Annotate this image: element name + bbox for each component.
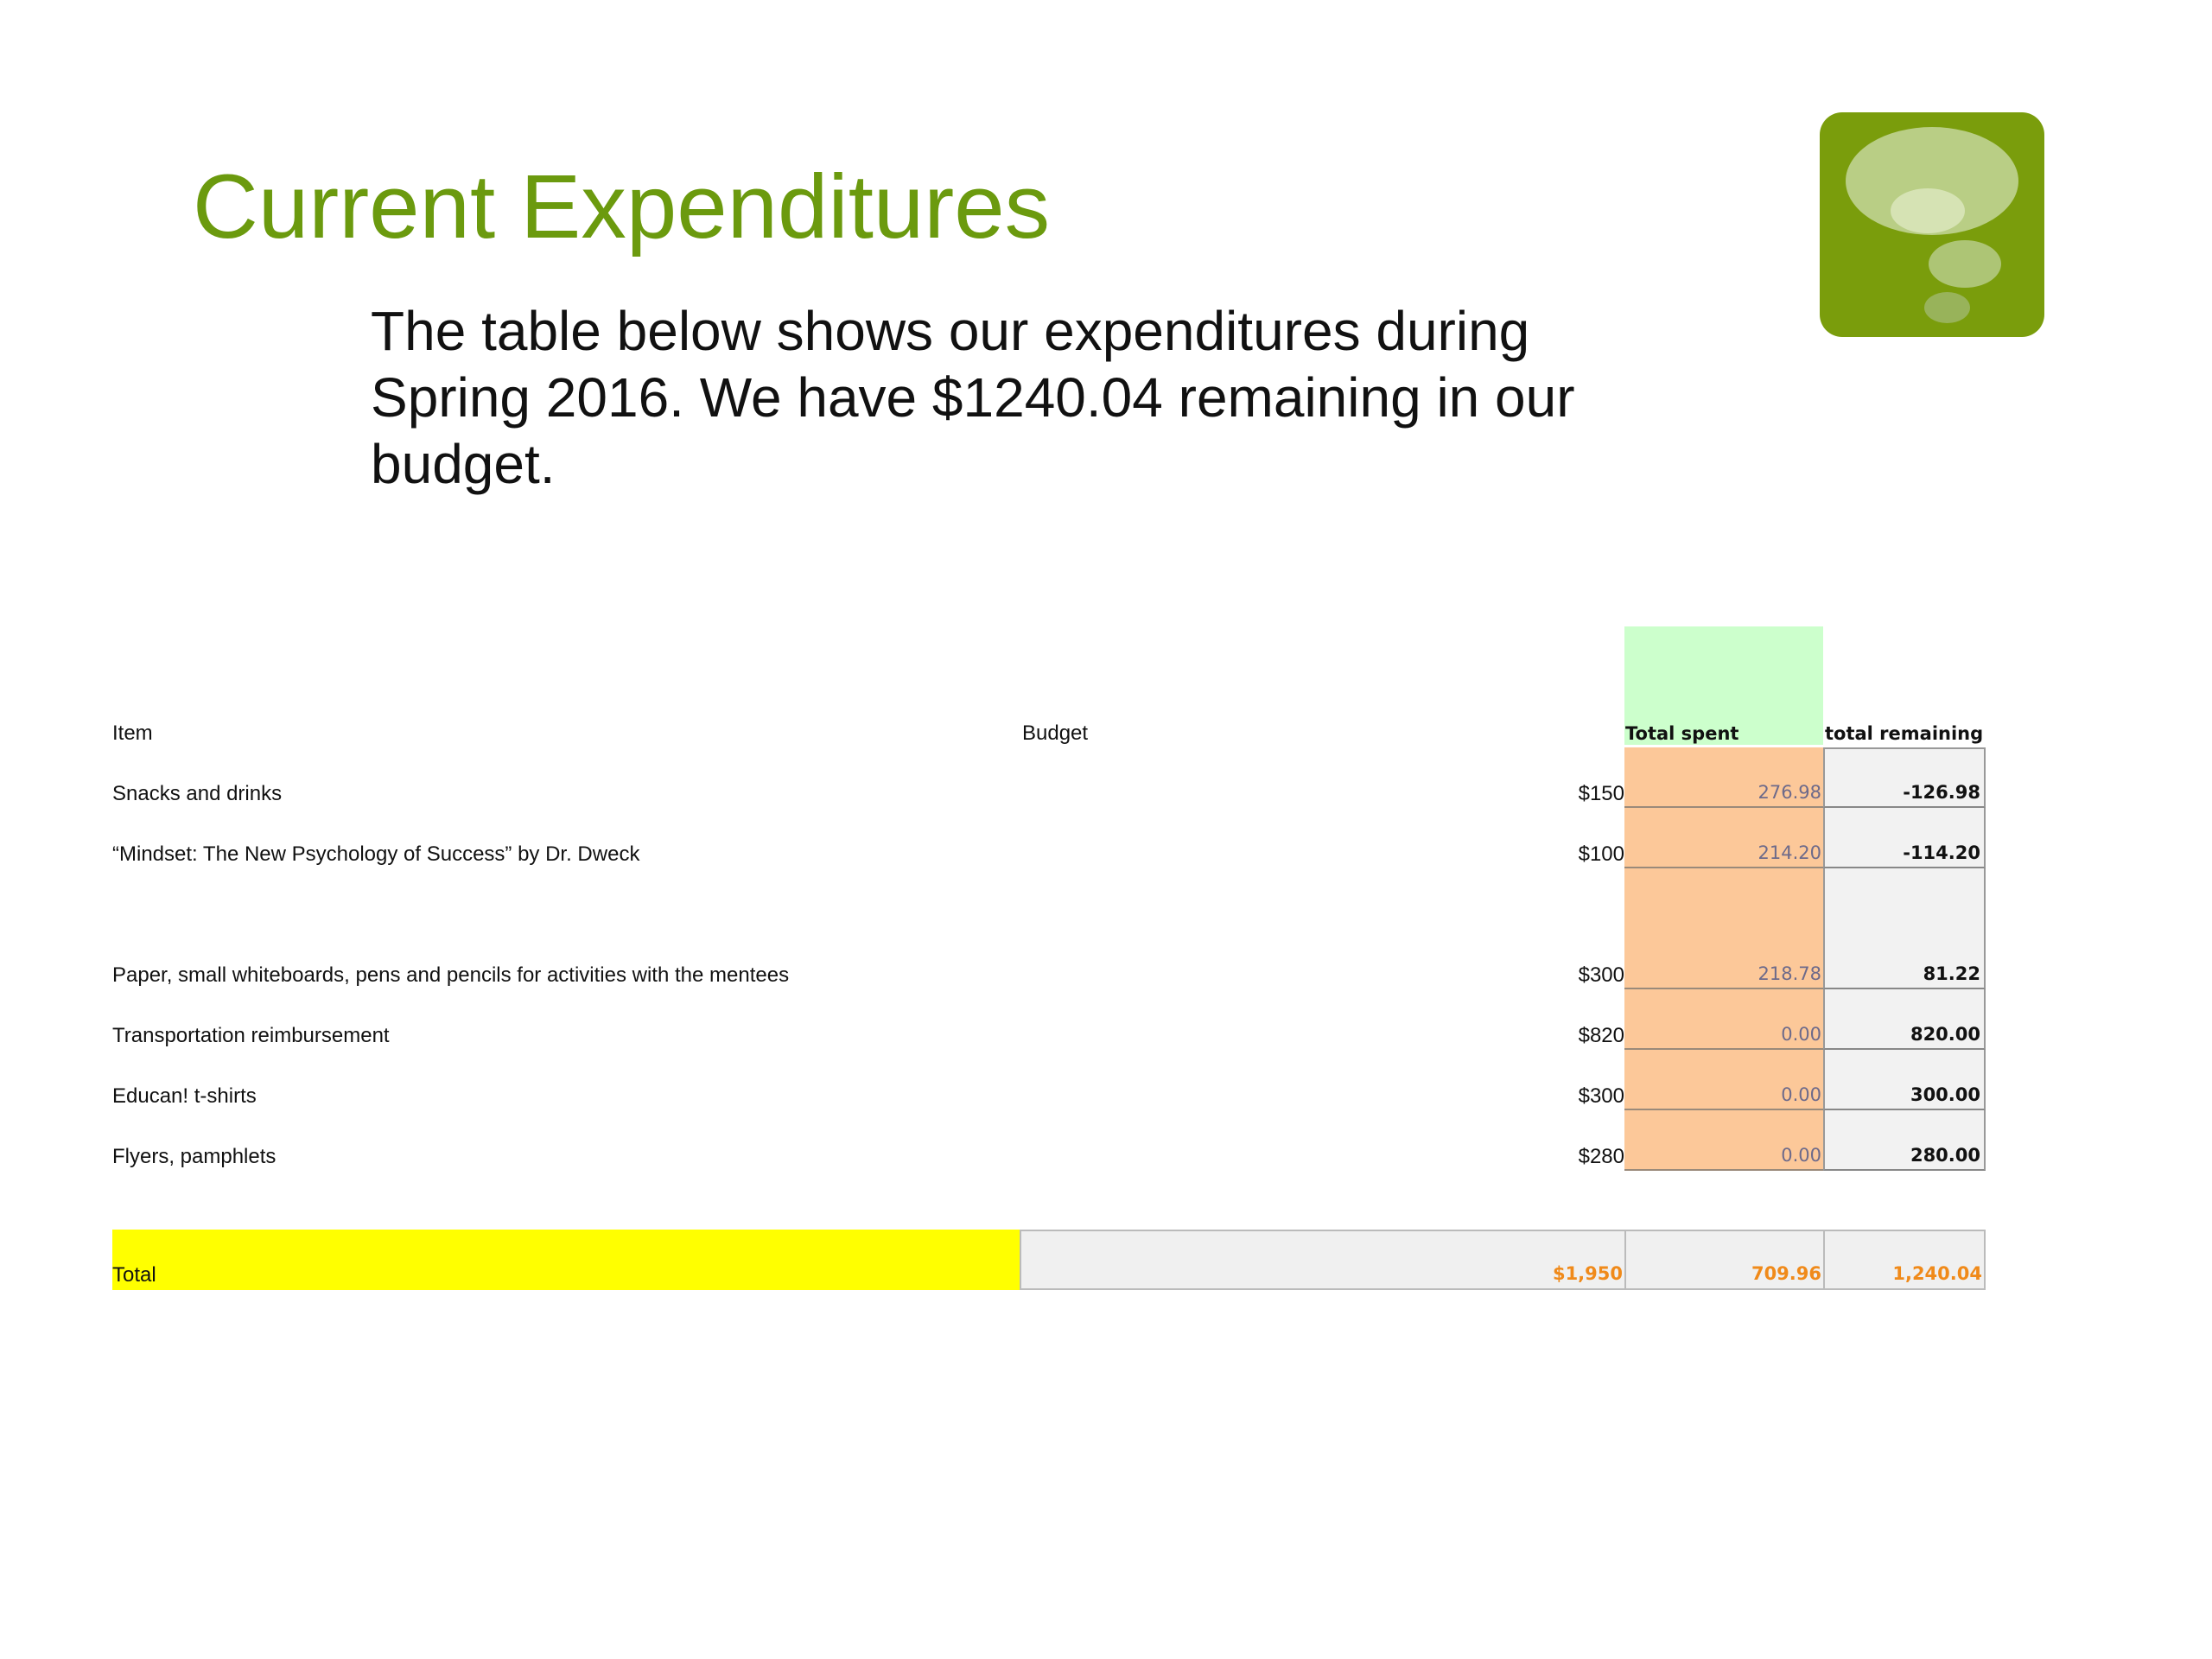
table-row-spent-cell: 214.20 [1624, 808, 1823, 868]
total-spent-header-highlight [1624, 626, 1823, 745]
table-row-spent-cell: 0.00 [1624, 1110, 1823, 1171]
table-row-spent: 0.00 [1781, 1024, 1821, 1045]
table-row-remaining-cell: 300.00 [1823, 1050, 1986, 1110]
table-row-item: “Mindset: The New Psychology of Success”… [112, 842, 640, 866]
table-row-spent-cell: 218.78 [1624, 868, 1823, 989]
table-row-item: Flyers, pamphlets [112, 1145, 276, 1168]
table-row-remaining: 81.22 [1923, 963, 1980, 984]
table-row-item: Transportation reimbursement [112, 1024, 390, 1047]
slide-subtitle: The table below shows our expenditures d… [371, 300, 1575, 495]
table-row-budget: $280 [1578, 1145, 1624, 1168]
table-row-remaining: 820.00 [1910, 1024, 1980, 1045]
table-row-spent: 218.78 [1758, 963, 1821, 984]
table-row-budget: $300 [1578, 963, 1624, 987]
total-budget: $1,950 [1552, 1263, 1623, 1284]
table-row-budget: $820 [1578, 1024, 1624, 1047]
table-row-remaining: 280.00 [1910, 1145, 1980, 1166]
table-row-spent-cell: 276.98 [1624, 747, 1823, 808]
table-row-remaining: -114.20 [1903, 842, 1980, 863]
table-row-budget: $150 [1578, 782, 1624, 805]
table-row-remaining-cell: 81.22 [1823, 868, 1986, 989]
total-row-highlight [112, 1230, 1020, 1290]
table-row-remaining: 300.00 [1910, 1084, 1980, 1105]
table-row-remaining: -126.98 [1903, 782, 1980, 803]
table-row-remaining-cell: 280.00 [1823, 1110, 1986, 1171]
table-row-spent-cell: 0.00 [1624, 989, 1823, 1050]
slide-title: Current Expenditures [193, 156, 1051, 257]
header-budget: Budget [1022, 721, 1089, 745]
thought-bubble-icon [1820, 112, 2044, 337]
total-remaining: 1,240.04 [1892, 1263, 1982, 1284]
table-row-spent: 0.00 [1781, 1084, 1821, 1105]
table-row-item: Educan! t-shirts [112, 1084, 257, 1108]
table-row-spent: 214.20 [1758, 842, 1821, 863]
table-row-spent: 0.00 [1781, 1145, 1821, 1166]
table-row-remaining-cell: -126.98 [1823, 747, 1986, 808]
total-remaining-cell [1823, 1230, 1986, 1290]
table-row-item: Snacks and drinks [112, 782, 283, 805]
table-row-item: Paper, small whiteboards, pens and penci… [112, 963, 790, 987]
table-row-spent: 276.98 [1758, 782, 1821, 803]
total-label: Total [112, 1263, 156, 1287]
table-row-budget: $100 [1578, 842, 1624, 866]
total-spent: 709.96 [1751, 1263, 1821, 1284]
header-total-remaining: total remaining [1825, 723, 1984, 744]
table-row-remaining-cell: 820.00 [1823, 989, 1986, 1050]
table-row-spent-cell: 0.00 [1624, 1050, 1823, 1110]
total-spent-cell [1624, 1230, 1825, 1290]
header-total-spent: Total spent [1625, 723, 1739, 744]
table-row-budget: $300 [1578, 1084, 1624, 1108]
header-item: Item [112, 721, 153, 745]
table-row-remaining-cell: -114.20 [1823, 808, 1986, 868]
